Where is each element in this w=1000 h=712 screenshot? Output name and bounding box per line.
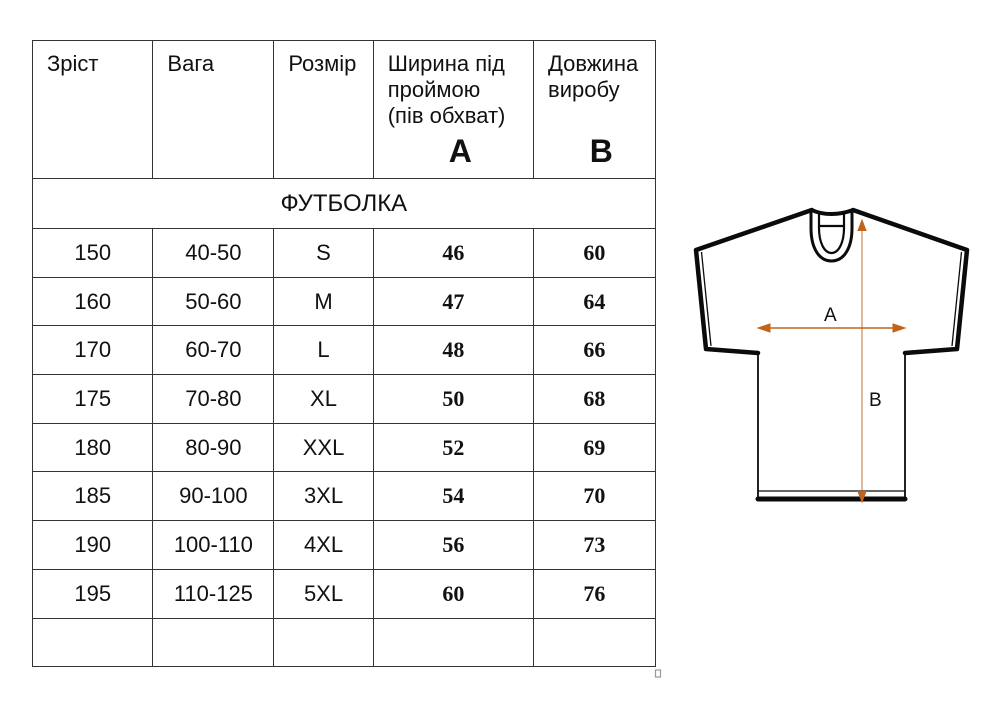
svg-text:B: B (869, 390, 882, 411)
svg-text:A: A (824, 305, 837, 326)
